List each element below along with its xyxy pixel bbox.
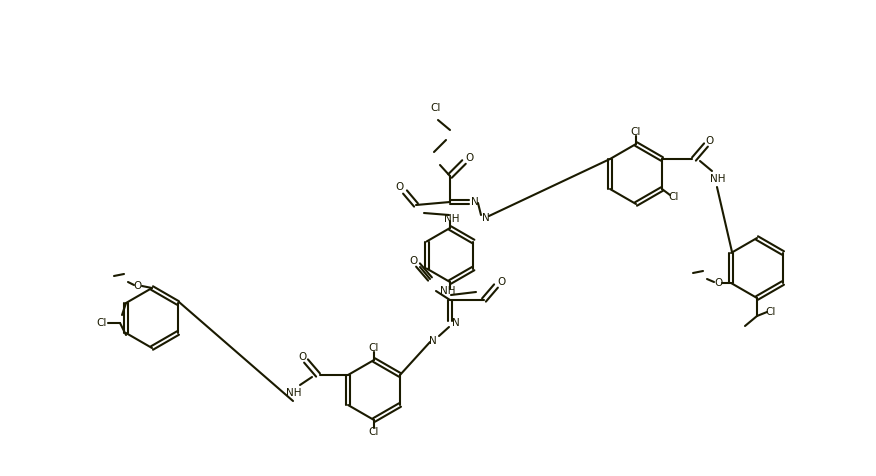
- Text: N: N: [429, 336, 437, 346]
- Text: O: O: [714, 278, 722, 288]
- Text: NH: NH: [444, 214, 460, 224]
- Text: O: O: [706, 136, 714, 146]
- Text: Cl: Cl: [97, 318, 107, 328]
- Text: Cl: Cl: [631, 127, 641, 137]
- Text: Cl: Cl: [668, 192, 679, 202]
- Text: O: O: [396, 182, 404, 192]
- Text: N: N: [471, 197, 479, 207]
- Text: O: O: [465, 153, 473, 163]
- Text: N: N: [452, 318, 460, 328]
- Text: O: O: [134, 281, 142, 291]
- Text: NH: NH: [286, 388, 301, 398]
- Text: O: O: [410, 256, 418, 266]
- Text: O: O: [298, 352, 306, 362]
- Text: Cl: Cl: [369, 343, 379, 353]
- Text: N: N: [482, 213, 490, 223]
- Text: Cl: Cl: [766, 307, 776, 317]
- Text: NH: NH: [441, 286, 456, 296]
- Text: O: O: [497, 277, 505, 287]
- Text: Cl: Cl: [369, 427, 379, 437]
- Text: Cl: Cl: [431, 103, 442, 113]
- Text: NH: NH: [710, 174, 725, 184]
